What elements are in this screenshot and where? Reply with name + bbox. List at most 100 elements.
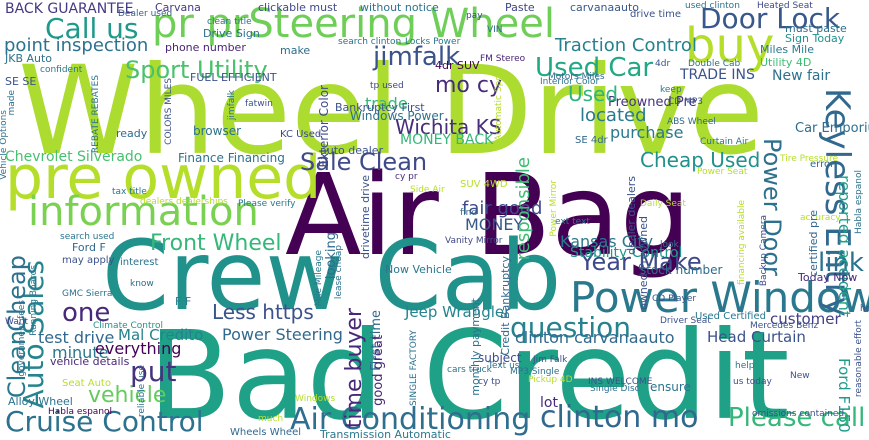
cloud-word: Interior Color <box>540 77 600 87</box>
cloud-word: Jim Falk <box>533 355 568 365</box>
cloud-word: browser <box>193 124 242 138</box>
cloud-word: information <box>28 189 259 235</box>
cloud-word: pr prSteering Wheel <box>152 1 555 47</box>
cloud-word: reported accident <box>835 175 854 318</box>
cloud-word: Mal Credito <box>118 326 204 344</box>
cloud-word: CD MP3 <box>668 97 703 107</box>
cloud-word: Used Certified <box>695 311 766 322</box>
cloud-word: Driver Seat <box>660 316 711 326</box>
cloud-word: link <box>818 248 864 278</box>
cloud-word: clickable must <box>258 1 338 14</box>
cloud-word: everything <box>95 339 182 358</box>
cloud-word: Power Mirror <box>549 180 559 237</box>
cloud-word: Finance Financing <box>178 151 285 165</box>
cloud-word: Wheel Drive <box>18 40 764 182</box>
cloud-word: Keyless Entry <box>817 88 857 317</box>
cloud-word: jimfalk <box>227 90 237 121</box>
cloud-word: Ford F <box>72 241 106 254</box>
cloud-word: find <box>460 208 478 218</box>
cloud-word: Single Disc <box>590 384 640 394</box>
cloud-word: REBATE REBATES <box>91 75 101 154</box>
cloud-word: cars truck <box>447 365 492 375</box>
cloud-word: Transmission Automatic <box>320 428 451 440</box>
cloud-word: good great <box>371 335 386 406</box>
cloud-word: reliable use <box>137 365 147 418</box>
cloud-word: error <box>810 159 835 170</box>
cloud-word: financing available <box>737 200 747 285</box>
cloud-word: point inspection <box>4 35 149 56</box>
cloud-word: New fair <box>772 68 831 84</box>
cloud-word: responsible <box>513 157 534 261</box>
cloud-word: search clinton <box>338 37 402 47</box>
cloud-word: Automatic Spd <box>494 75 504 142</box>
cloud-word: Motors Miles <box>548 72 605 82</box>
cloud-word: Sale Clean <box>300 148 428 176</box>
cloud-word: Today Now <box>798 271 858 284</box>
cloud-word: Cruise Control <box>5 405 204 438</box>
cloud-word: Want <box>5 317 29 327</box>
cloud-word: Car Emporium <box>795 121 869 136</box>
cloud-word: Running Boards <box>29 265 39 336</box>
cloud-word: Now Vehicle <box>385 263 452 276</box>
cloud-word: accuracy <box>800 213 841 223</box>
cloud-word: Power Steering <box>222 325 343 344</box>
cloud-word: MP3 Single <box>510 367 560 377</box>
cloud-word: buy <box>685 18 775 74</box>
cloud-word: cy tp <box>478 377 501 387</box>
cloud-word: SE SE <box>5 75 37 88</box>
cloud-word: Traction Control <box>555 35 697 56</box>
cloud-word: ready <box>116 127 148 140</box>
cloud-word: Tire Pressure <box>780 154 839 164</box>
cloud-word: Drive Sign <box>203 27 260 40</box>
cloud-word: Power Door <box>758 138 786 276</box>
cloud-word: tp used <box>370 81 404 91</box>
cloud-word: New <box>790 371 810 381</box>
cloud-word: owned Preowned <box>637 216 650 310</box>
cloud-word: Wheels Wheel <box>230 427 302 438</box>
cloud-word: used clinton <box>685 1 740 11</box>
cloud-word: confident <box>40 65 83 75</box>
cloud-word: help <box>735 361 755 371</box>
cloud-word: Text us <box>488 361 520 371</box>
cloud-word: clinton carvanaauto <box>515 328 675 347</box>
cloud-word: Double Cab <box>688 59 741 69</box>
cloud-word: Bankruptcy First <box>335 101 425 114</box>
cloud-word: question <box>510 311 631 344</box>
cloud-word: Credit Bankruptcy <box>499 256 512 356</box>
cloud-word: 4dr SUV <box>435 59 480 72</box>
cloud-word: Seat Auto <box>62 378 111 389</box>
cloud-word: Kansas City <box>560 232 654 251</box>
cloud-word: must paste <box>785 22 847 35</box>
cloud-word: Preowned Pre <box>608 95 697 110</box>
cloud-word: fair good <box>462 198 543 219</box>
cloud-word: vehicle details <box>50 355 130 368</box>
cloud-word: us today <box>733 377 772 387</box>
cloud-word: Paste <box>505 1 535 14</box>
cloud-word: purchase <box>610 123 684 142</box>
cloud-word: Call us <box>45 12 139 45</box>
cloud-word: Carvana <box>155 1 201 14</box>
cloud-word: Used Car <box>535 53 654 83</box>
cloud-word: interest <box>120 257 159 268</box>
cloud-word: SUV 4WD <box>460 179 508 190</box>
cloud-word: Heated Seat <box>757 1 813 11</box>
cloud-word: Locks Power <box>405 37 461 47</box>
cloud-word: without notice <box>360 1 439 14</box>
cloud-word: trade <box>365 94 408 113</box>
cloud-word: house <box>860 304 869 314</box>
cloud-word: Backup Camera <box>759 215 769 287</box>
cloud-word: Vanity Mirror <box>445 236 503 246</box>
cloud-word: vehicle <box>88 383 167 408</box>
cloud-word: Mile Mileage <box>314 250 324 307</box>
cloud-word: lot <box>540 395 558 411</box>
cloud-word: Please verify <box>238 199 296 209</box>
cloud-word: Curtain Air <box>700 137 749 147</box>
cloud-word: located <box>580 105 647 126</box>
cloud-word: tax title <box>112 187 147 197</box>
cloud-word: government fees <box>17 300 27 377</box>
cloud-word: Air Bag <box>285 151 691 281</box>
cloud-word: Door Lock <box>700 2 841 35</box>
cloud-word: MONEY <box>465 215 524 234</box>
cloud-word: pre owned <box>5 143 322 213</box>
